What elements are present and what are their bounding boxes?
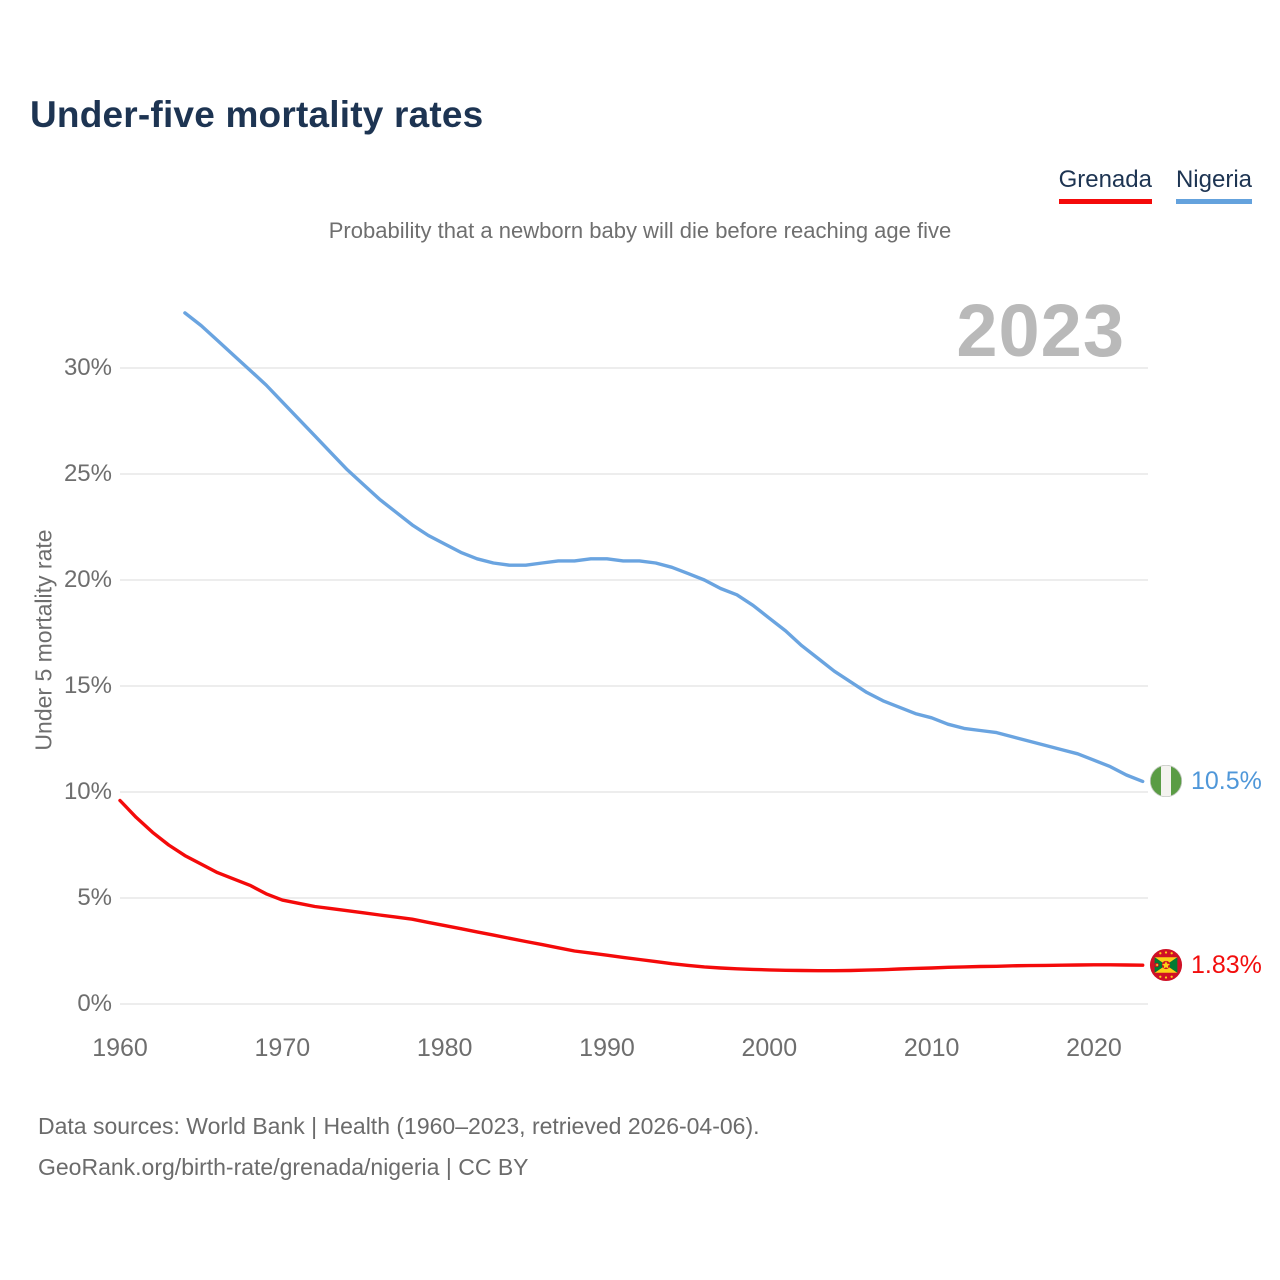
x-tick-2020: 2020 [1066,1034,1122,1062]
nigeria-line[interactable] [183,311,1145,784]
grenada-end-value: 1.83% [1191,950,1262,979]
nigeria-flag-icon [1149,764,1183,798]
y-tick-20%: 20% [63,566,112,593]
y-axis-title: Under 5 mortality rate [30,529,57,751]
legend: Grenada Nigeria [1058,166,1252,204]
nigeria-end-value: 10.5% [1191,766,1262,795]
x-tick-2010: 2010 [903,1034,960,1062]
y-tick-0%: 0% [77,990,112,1017]
nigeria-end-label: 10.5% [1149,764,1262,798]
source-url-line: GeoRank.org/birth-rate/grenada/nigeria |… [38,1153,529,1180]
y-tick-5%: 5% [77,884,112,911]
y-tick-25%: 25% [63,460,112,487]
data-sources-line: Data sources: World Bank | Health (1960–… [38,1113,760,1139]
watermark-year: 2023 [956,289,1125,372]
x-tick-1980: 1980 [416,1034,473,1062]
grenada-end-label: 1.83% [1149,948,1262,982]
x-tick-2000: 2000 [741,1034,798,1062]
y-tick-10%: 10% [63,778,112,805]
y-tick-30%: 30% [63,354,112,381]
y-tick-15%: 15% [63,672,112,699]
legend-item-grenada[interactable]: Grenada [1058,166,1152,204]
x-tick-1960: 1960 [92,1034,148,1062]
legend-item-nigeria[interactable]: Nigeria [1175,166,1252,204]
chart-footer: Data sources: World Bank | Health (1960–… [38,1106,760,1188]
x-tick-1970: 1970 [254,1034,311,1062]
page-title: Under-five mortality rates [30,94,484,135]
chart-subtitle: Probability that a newborn baby will die… [328,218,952,243]
grenada-flag-icon [1149,948,1183,982]
grenada-line[interactable] [118,798,1145,973]
x-tick-1990: 1990 [579,1034,635,1062]
